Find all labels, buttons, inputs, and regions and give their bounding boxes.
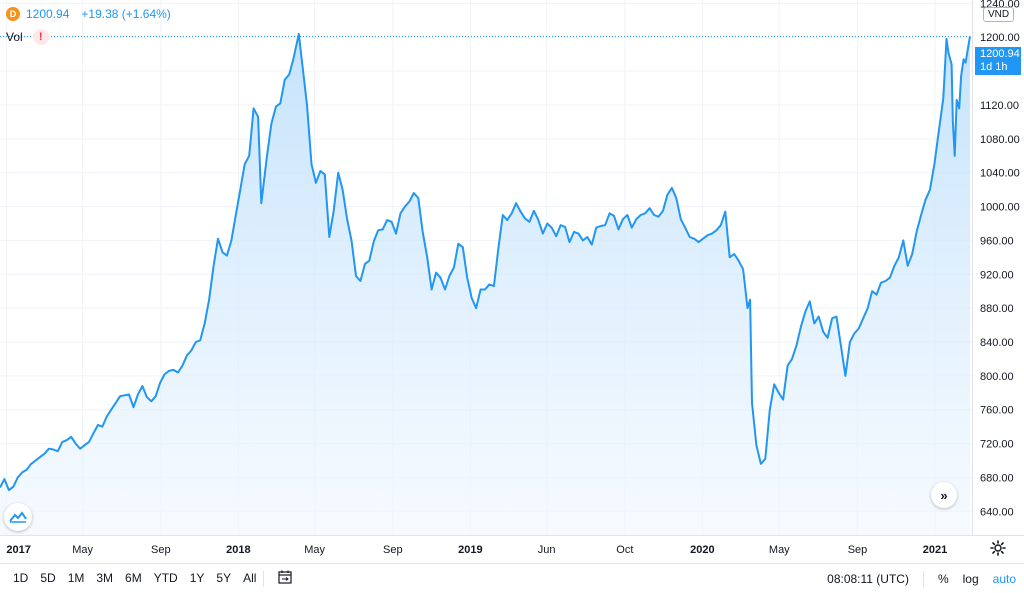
range-1d-button[interactable]: 1D bbox=[13, 571, 29, 585]
y-tick-label: 1120.00 bbox=[980, 100, 1019, 112]
volume-label[interactable]: Vol bbox=[6, 30, 23, 44]
range-5y-button[interactable]: 5Y bbox=[216, 571, 232, 585]
y-tick-label: 1240.00 bbox=[980, 0, 1020, 10]
y-tick-label: 640.00 bbox=[980, 506, 1014, 518]
legend-change: +19.38 (+1.64%) bbox=[81, 7, 171, 21]
x-tick-label: 2020 bbox=[690, 544, 714, 556]
warning-icon[interactable]: ! bbox=[32, 29, 49, 45]
y-tick-label: 840.00 bbox=[980, 337, 1014, 349]
toolbar-divider bbox=[263, 571, 264, 587]
last-price-tag: 1200.94 1d 1h bbox=[975, 47, 1021, 75]
auto-scale-toggle[interactable]: auto bbox=[992, 572, 1016, 586]
x-tick-label: Oct bbox=[616, 544, 633, 556]
x-tick-label: 2019 bbox=[458, 544, 482, 556]
x-tick-label: 2018 bbox=[226, 544, 250, 556]
range-all-button[interactable]: All bbox=[243, 571, 257, 585]
date-range-selector: 1D 5D 1M 3M 6M YTD 1Y 5Y All bbox=[13, 571, 256, 585]
currency-badge[interactable]: VND bbox=[983, 7, 1015, 22]
price-area-fill bbox=[0, 33, 970, 536]
time-axis[interactable]: 2017 May Sep 2018 May Sep 2019 Jun Oct 2020 May Sep… bbox=[6, 544, 947, 556]
utc-clock[interactable]: 08:08:11 (UTC) bbox=[827, 572, 909, 586]
y-tick-label: 720.00 bbox=[980, 439, 1014, 451]
range-1m-button[interactable]: 1M bbox=[67, 571, 85, 585]
gear-icon[interactable] bbox=[990, 540, 1006, 560]
x-tick-label: May bbox=[769, 544, 790, 556]
y-tick-label: 1000.00 bbox=[980, 202, 1020, 214]
x-tick-label: Sep bbox=[383, 544, 403, 556]
chart-legend: D 1200.94 +19.38 (+1.64%) bbox=[6, 7, 171, 21]
y-tick-label: 880.00 bbox=[980, 303, 1014, 315]
tradingview-logo-icon[interactable] bbox=[4, 503, 32, 531]
x-tick-label: Sep bbox=[848, 544, 868, 556]
price-line bbox=[0, 32, 971, 492]
x-tick-label: Sep bbox=[151, 544, 171, 556]
x-tick-label: Jun bbox=[538, 544, 556, 556]
x-tick-label: May bbox=[72, 544, 93, 556]
toolbar-divider bbox=[922, 571, 924, 587]
range-1y-button[interactable]: 1Y bbox=[189, 571, 205, 585]
bottom-toolbar: 1D 5D 1M 3M 6M YTD 1Y 5Y All 08:08:11 (U… bbox=[0, 563, 1024, 593]
x-tick-label: May bbox=[304, 544, 325, 556]
y-tick-label: 960.00 bbox=[980, 235, 1014, 247]
y-tick-label: 760.00 bbox=[980, 405, 1014, 417]
symbol-badge[interactable]: D bbox=[6, 7, 20, 21]
double-chevron-right-icon: » bbox=[940, 487, 948, 503]
log-scale-toggle[interactable]: log bbox=[962, 572, 979, 586]
range-ytd-button[interactable]: YTD bbox=[153, 571, 178, 585]
y-tick-label: 920.00 bbox=[980, 269, 1014, 281]
toolbar-right: 08:08:11 (UTC) % log auto bbox=[827, 571, 1016, 587]
range-6m-button[interactable]: 6M bbox=[125, 571, 142, 585]
x-tick-label: 2021 bbox=[923, 544, 947, 556]
y-tick-label: 680.00 bbox=[980, 472, 1014, 484]
chart-svg[interactable]: 640.00 680.00 720.00 760.00 800.00 840.00 880.… bbox=[0, 0, 1024, 563]
y-tick-label: 1200.00 bbox=[980, 32, 1020, 44]
legend-price: 1200.94 bbox=[26, 7, 70, 21]
last-price-value: 1200.94 bbox=[980, 48, 1020, 60]
scroll-to-realtime-button[interactable]: » bbox=[931, 482, 957, 508]
bar-countdown: 1d 1h bbox=[980, 61, 1008, 73]
volume-legend: Vol ! bbox=[6, 29, 49, 45]
range-3m-button[interactable]: 3M bbox=[96, 571, 114, 585]
y-tick-label: 1040.00 bbox=[980, 168, 1020, 180]
y-tick-label: 800.00 bbox=[980, 371, 1014, 383]
y-tick-label: 1080.00 bbox=[980, 134, 1020, 146]
price-axis[interactable]: 640.00 680.00 720.00 760.00 800.00 840.00 880.… bbox=[980, 0, 1020, 518]
x-tick-label: 2017 bbox=[6, 544, 30, 556]
calendar-icon[interactable] bbox=[278, 570, 292, 584]
range-5d-button[interactable]: 5D bbox=[40, 571, 56, 585]
percent-scale-toggle[interactable]: % bbox=[937, 572, 949, 586]
